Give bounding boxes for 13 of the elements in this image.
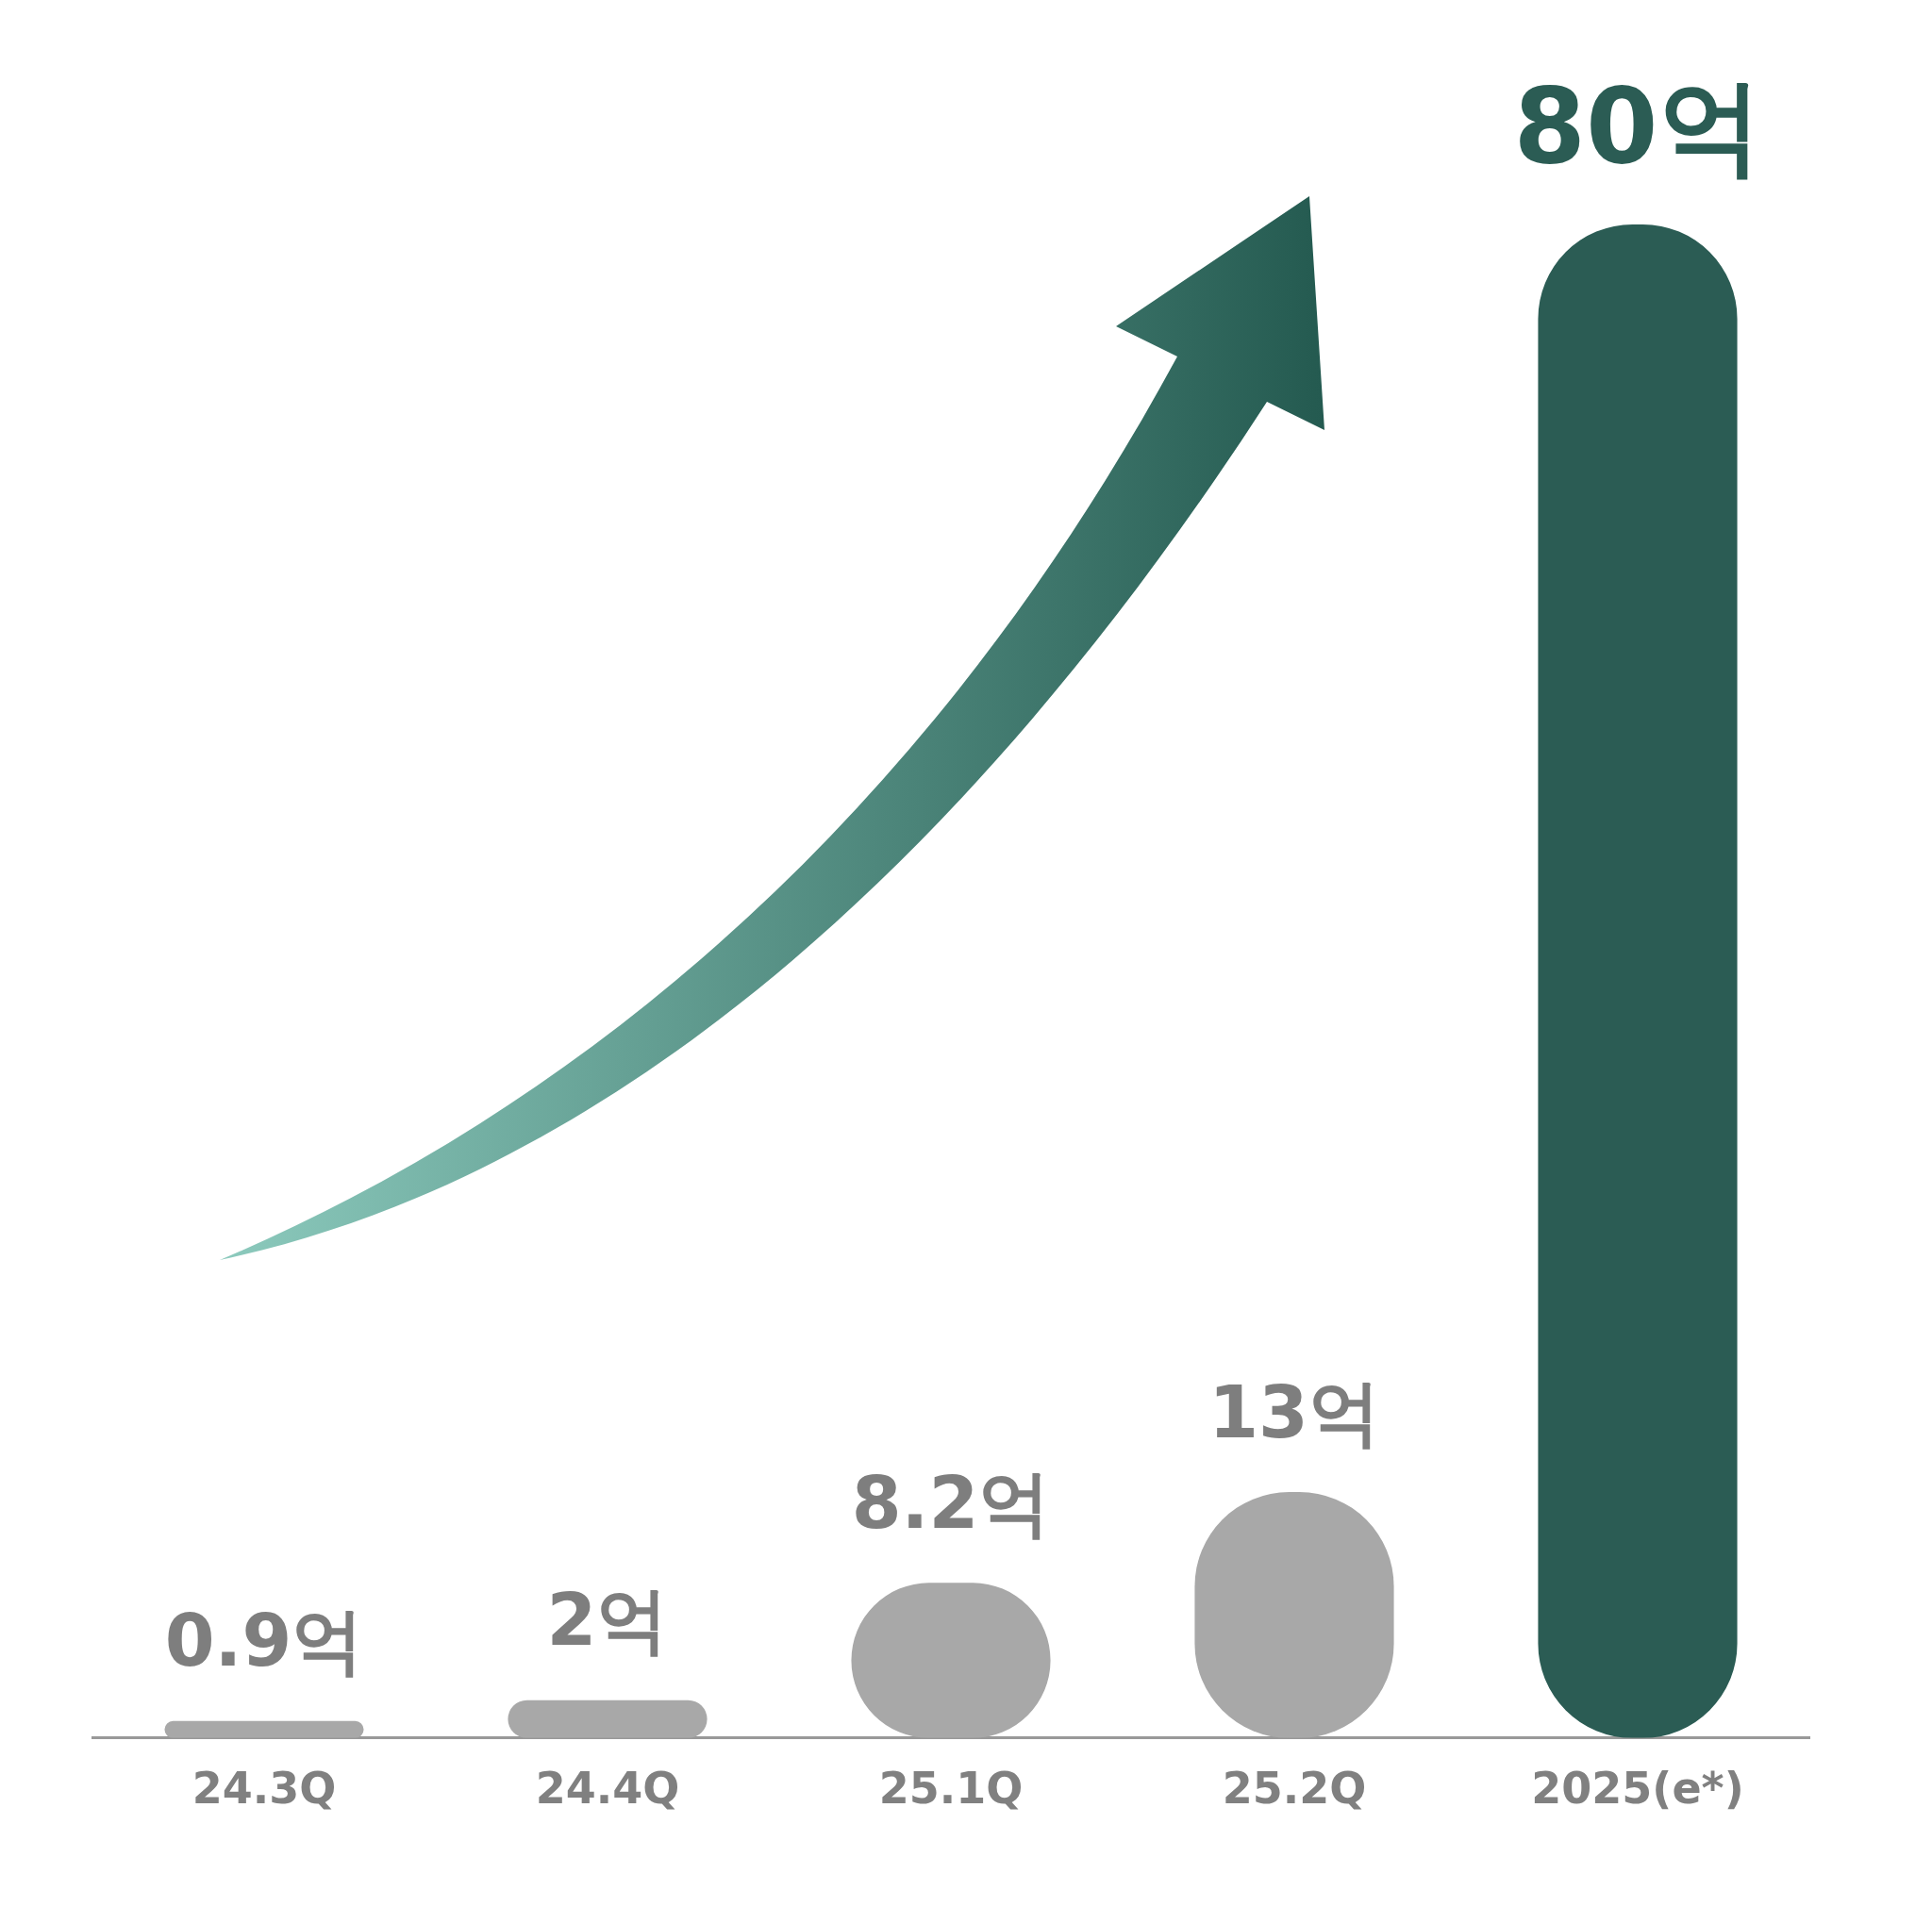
bar <box>1538 224 1738 1738</box>
bar <box>508 1700 708 1738</box>
data-label: 8.2억 <box>851 1461 1051 1546</box>
x-tick-label: 25.1Q <box>878 1763 1024 1815</box>
data-label: 0.9억 <box>164 1599 364 1683</box>
x-tick-label: 2025(e*) <box>1531 1763 1744 1815</box>
x-tick-label: 24.4Q <box>535 1763 680 1815</box>
bar <box>164 1720 364 1738</box>
x-tick-label: 24.3Q <box>192 1763 337 1815</box>
data-label: 2억 <box>546 1578 669 1663</box>
data-label: 13억 <box>1208 1369 1380 1454</box>
x-tick-label: 25.2Q <box>1222 1763 1367 1815</box>
data-label: 80억 <box>1513 65 1762 187</box>
